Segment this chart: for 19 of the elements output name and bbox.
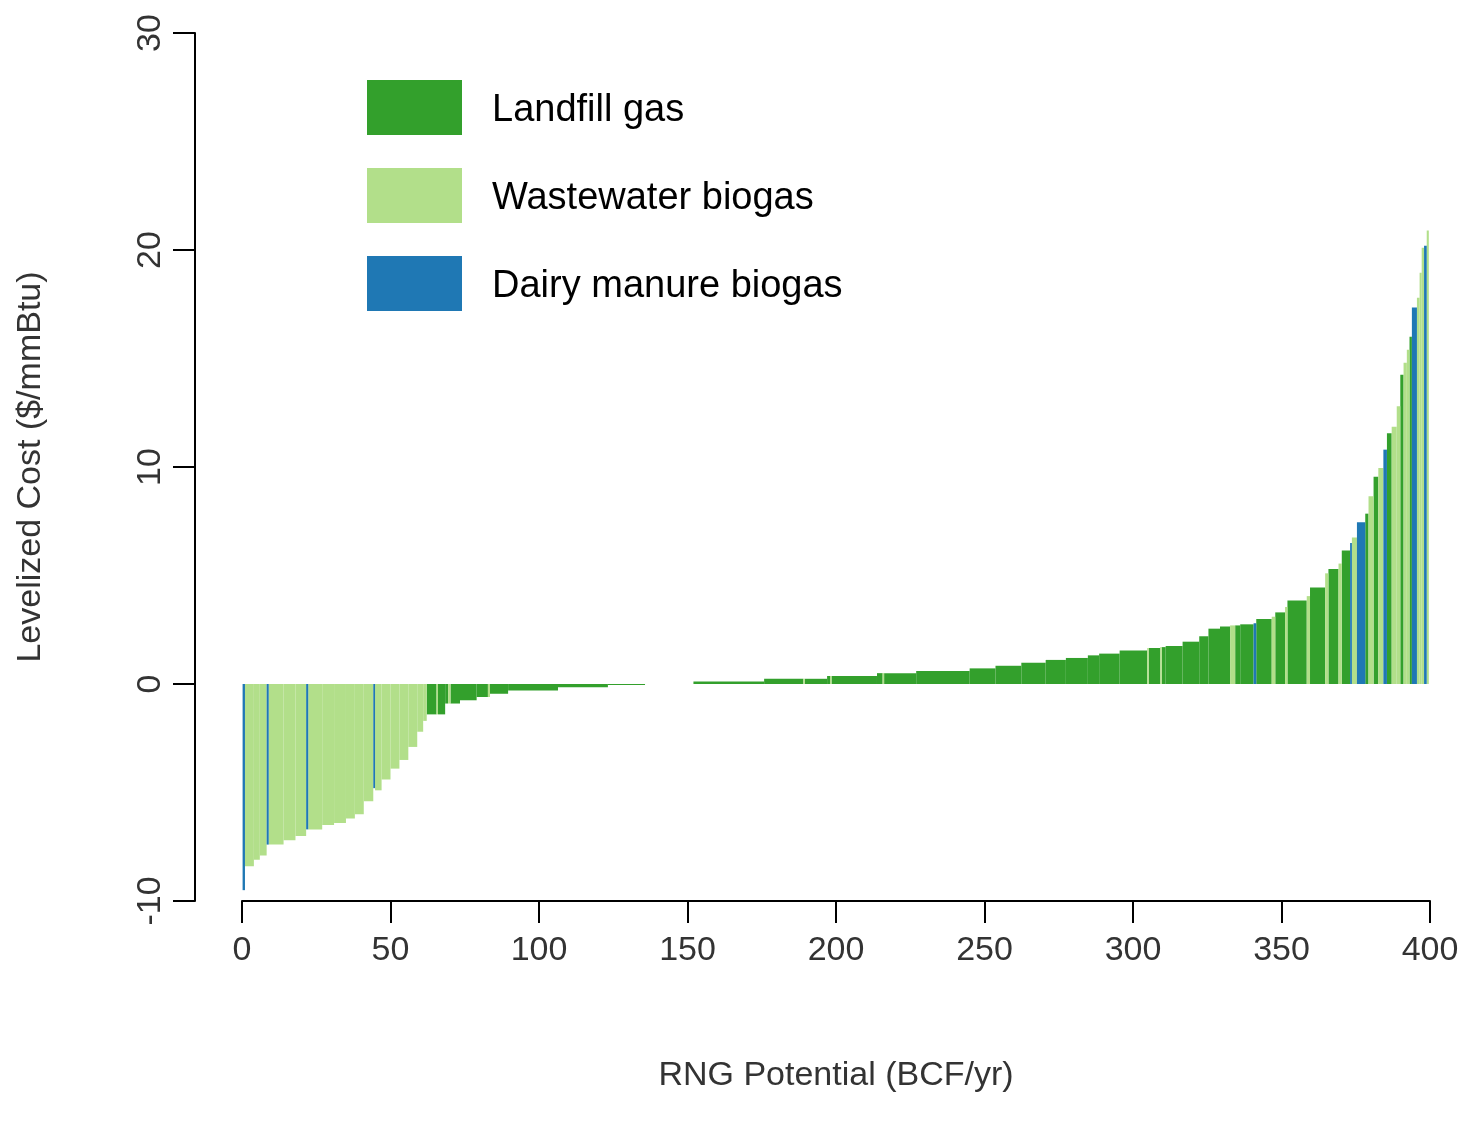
x-tick-label: 400 bbox=[1401, 929, 1459, 967]
x-axis-title: RNG Potential (BCF/yr) bbox=[658, 1054, 1014, 1092]
y-tick-label: 10 bbox=[129, 448, 167, 486]
legend-label: Wastewater biogas bbox=[492, 174, 814, 217]
legend-label: Landfill gas bbox=[492, 86, 685, 129]
x-tick-label: 350 bbox=[1253, 929, 1310, 967]
y-tick-label: 30 bbox=[129, 14, 167, 52]
x-tick-label: 200 bbox=[807, 929, 865, 967]
y-tick-label: 20 bbox=[129, 231, 167, 269]
legend-label: Dairy manure biogas bbox=[492, 262, 843, 305]
x-tick-label: 50 bbox=[371, 929, 410, 967]
y-axis-title: Levelized Cost ($/mmBtu) bbox=[9, 271, 47, 663]
y-tick-label: -10 bbox=[129, 876, 167, 926]
x-tick-label: 0 bbox=[232, 929, 252, 967]
x-tick-label: 150 bbox=[659, 929, 716, 967]
x-tick-label: 100 bbox=[510, 929, 568, 967]
x-tick-label: 300 bbox=[1104, 929, 1162, 967]
y-tick-label: 0 bbox=[129, 674, 167, 694]
x-tick-label: 250 bbox=[956, 929, 1013, 967]
